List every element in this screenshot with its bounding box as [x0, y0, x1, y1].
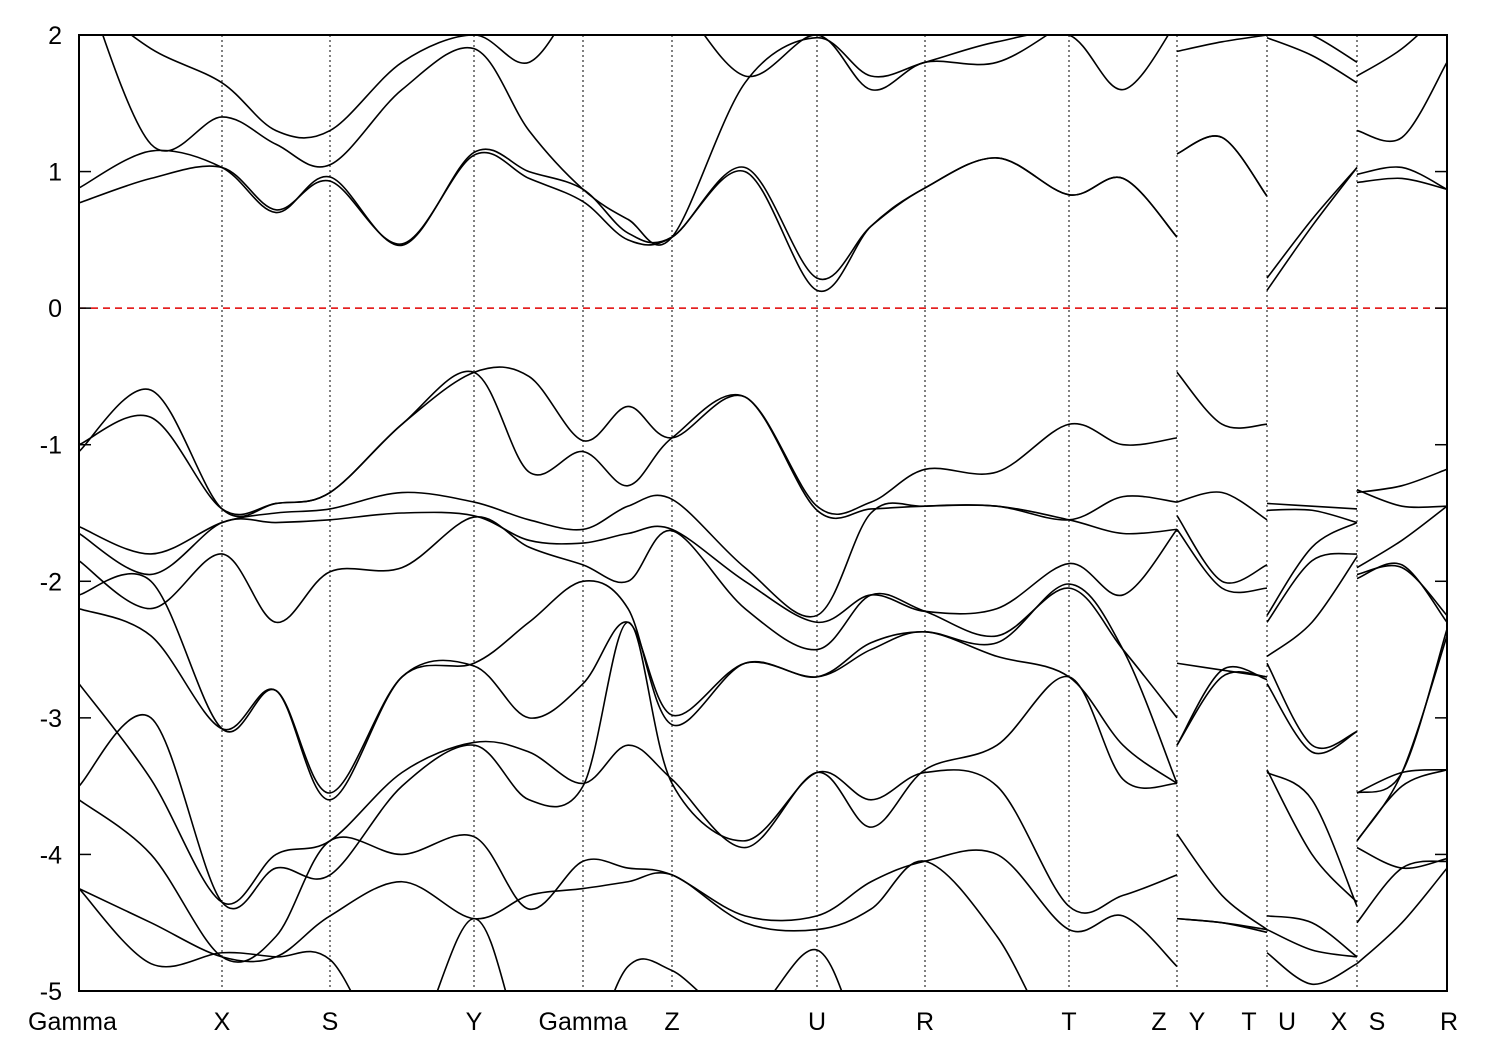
x-tick-label: X [1331, 1008, 1348, 1036]
x-tick-label: T [1061, 1008, 1076, 1036]
x-tick-label: U [1278, 1008, 1296, 1036]
x-tick-label: Z [1151, 1008, 1166, 1036]
y-tick-label: 2 [48, 22, 62, 50]
x-tick-label: Y [1189, 1008, 1206, 1036]
y-tick-label: -5 [40, 978, 62, 1006]
x-tick-label: T [1241, 1008, 1256, 1036]
x-tick-label: S [1369, 1008, 1386, 1036]
x-tick-label: U [808, 1008, 826, 1036]
band-line [79, 573, 1447, 794]
y-tick-label: -3 [40, 705, 62, 733]
x-tick-label: S [322, 1008, 339, 1036]
band-line [79, 607, 1447, 842]
band-line [79, 511, 1447, 624]
y-tick-label: -2 [40, 568, 62, 596]
y-tick-label: -1 [40, 432, 62, 460]
band-line [79, 676, 1447, 931]
y-tick-label: 0 [48, 295, 62, 323]
x-tick-label: Z [664, 1008, 679, 1036]
band-line [79, 366, 1447, 518]
x-tick-label: R [1440, 1008, 1458, 1036]
y-tick-label: 1 [48, 159, 62, 187]
band-line [79, 799, 1447, 968]
x-tick-label: Gamma [28, 1008, 117, 1036]
x-tick-label: R [916, 1008, 934, 1036]
band-line [101, 35, 1447, 246]
band-line [79, 860, 1447, 991]
y-tick-label: -4 [40, 841, 62, 869]
band-line [79, 135, 1447, 293]
x-tick-label: X [214, 1008, 231, 1036]
x-tick-label: Gamma [539, 1008, 628, 1036]
x-tick-label: Y [466, 1008, 483, 1036]
band-line [79, 370, 1447, 524]
plot-frame [78, 34, 1448, 992]
bands [79, 35, 1447, 991]
band-line [79, 491, 1447, 618]
